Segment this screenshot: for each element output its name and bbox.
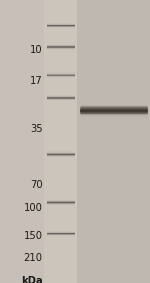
FancyBboxPatch shape [81,106,148,114]
FancyBboxPatch shape [46,97,75,98]
Text: 17: 17 [30,76,43,86]
FancyBboxPatch shape [46,231,75,232]
FancyBboxPatch shape [46,76,75,77]
FancyBboxPatch shape [46,49,75,50]
Text: 10: 10 [30,44,43,55]
FancyBboxPatch shape [46,48,75,49]
FancyBboxPatch shape [46,234,75,235]
FancyBboxPatch shape [46,74,75,75]
FancyBboxPatch shape [46,26,75,27]
FancyBboxPatch shape [46,75,75,76]
FancyBboxPatch shape [80,114,148,115]
FancyBboxPatch shape [80,110,148,111]
FancyBboxPatch shape [46,98,75,99]
FancyBboxPatch shape [46,235,75,236]
FancyBboxPatch shape [44,0,150,283]
FancyBboxPatch shape [80,105,148,106]
FancyBboxPatch shape [46,201,75,202]
FancyBboxPatch shape [46,151,75,152]
FancyBboxPatch shape [46,202,75,203]
FancyBboxPatch shape [46,200,75,201]
FancyBboxPatch shape [46,23,75,24]
Text: 100: 100 [24,203,43,213]
FancyBboxPatch shape [46,233,75,234]
FancyBboxPatch shape [46,204,75,205]
FancyBboxPatch shape [80,108,148,109]
Text: 70: 70 [30,180,43,190]
FancyBboxPatch shape [46,99,75,100]
FancyBboxPatch shape [46,46,75,47]
Text: 35: 35 [30,124,43,134]
FancyBboxPatch shape [46,77,75,78]
FancyBboxPatch shape [46,72,75,73]
FancyBboxPatch shape [46,154,75,155]
FancyBboxPatch shape [46,156,75,157]
FancyBboxPatch shape [46,203,75,204]
FancyBboxPatch shape [46,47,75,48]
FancyBboxPatch shape [46,153,75,154]
FancyBboxPatch shape [80,109,148,110]
FancyBboxPatch shape [46,44,75,45]
FancyBboxPatch shape [80,112,148,113]
Text: kDa: kDa [21,276,43,283]
FancyBboxPatch shape [46,73,75,74]
FancyBboxPatch shape [80,113,148,114]
FancyBboxPatch shape [80,107,148,108]
FancyBboxPatch shape [80,111,148,112]
FancyBboxPatch shape [46,45,75,46]
FancyBboxPatch shape [46,152,75,153]
FancyBboxPatch shape [46,95,75,96]
FancyBboxPatch shape [46,232,75,233]
FancyBboxPatch shape [46,25,75,26]
FancyBboxPatch shape [80,106,148,107]
FancyBboxPatch shape [80,115,148,116]
FancyBboxPatch shape [46,24,75,25]
FancyBboxPatch shape [46,27,75,28]
FancyBboxPatch shape [44,0,76,283]
Text: 150: 150 [24,231,43,241]
FancyBboxPatch shape [46,155,75,156]
Text: 210: 210 [24,252,43,263]
FancyBboxPatch shape [46,96,75,97]
